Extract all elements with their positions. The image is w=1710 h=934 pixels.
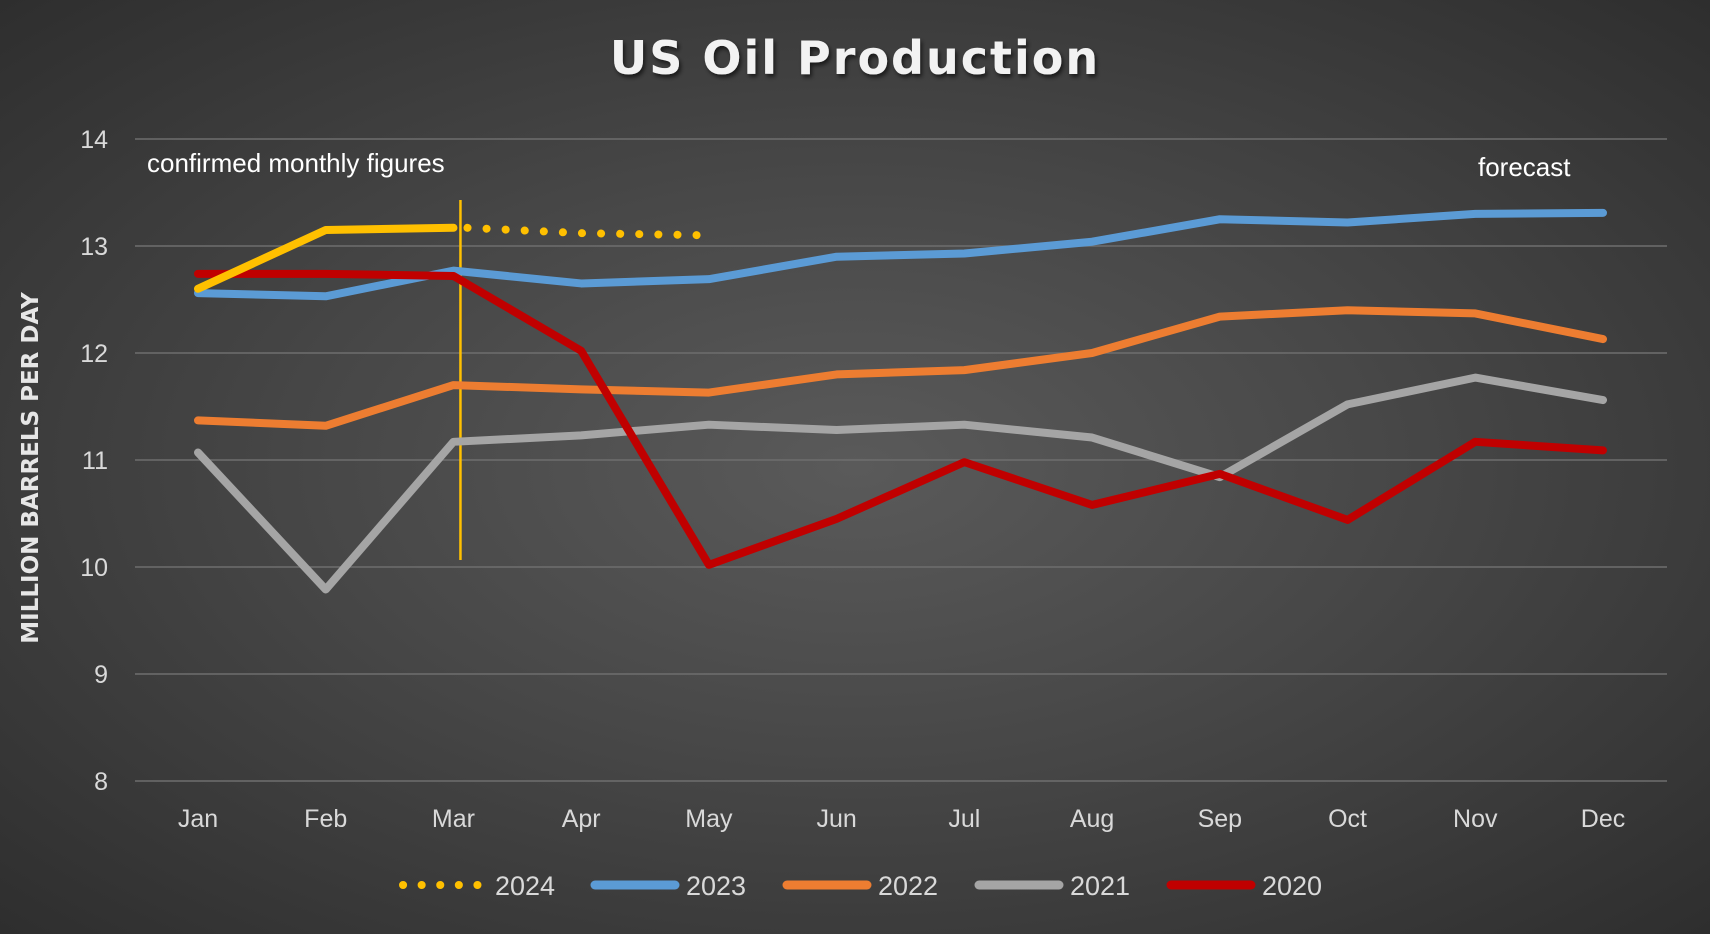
x-tick-label-dec: Dec <box>1581 805 1625 833</box>
series-line-2020 <box>194 269 1607 569</box>
y-tick-label-13: 13 <box>80 233 108 261</box>
y-tick-label-10: 10 <box>80 554 108 582</box>
legend-item-2021: 2021 <box>974 871 1130 901</box>
annotation-forecast: forecast <box>1478 152 1571 182</box>
series-line-2021 <box>194 373 1607 594</box>
legend-label-2021: 2021 <box>1070 871 1130 901</box>
legend-item-2020: 2020 <box>1166 871 1322 901</box>
series-2024 <box>194 223 713 293</box>
x-tick-label-aug: Aug <box>1070 805 1114 833</box>
legend-item-2024: 2024 <box>399 871 555 901</box>
legend-label-2020: 2020 <box>1262 871 1322 901</box>
x-tick-label-may: May <box>685 805 733 833</box>
chart-title: US Oil Production <box>610 31 1100 85</box>
series-2022 <box>194 306 1607 430</box>
y-axis-label: MILLION BARRELS PER DAY <box>18 292 44 644</box>
series-line-2024-forecast <box>463 223 713 240</box>
series-line-2022 <box>194 306 1607 430</box>
y-tick-label-12: 12 <box>80 340 108 368</box>
series-2020 <box>194 269 1607 569</box>
legend-item-2022: 2022 <box>782 871 938 901</box>
x-tick-label-jun: Jun <box>816 805 856 833</box>
x-tick-label-oct: Oct <box>1328 805 1367 833</box>
y-tick-label-9: 9 <box>94 661 108 689</box>
x-tick-label-apr: Apr <box>562 805 601 833</box>
x-tick-label-mar: Mar <box>432 805 475 833</box>
series-line-2024-confirmed <box>194 223 458 293</box>
legend-item-2023: 2023 <box>590 871 746 901</box>
x-tick-label-feb: Feb <box>304 805 347 833</box>
x-tick-label-nov: Nov <box>1453 805 1498 833</box>
y-tick-label-11: 11 <box>82 447 108 475</box>
y-tick-label-14: 14 <box>80 126 108 154</box>
x-tick-label-jan: Jan <box>178 805 218 833</box>
annotation-confirmed: confirmed monthly figures <box>147 148 445 178</box>
x-tick-label-sep: Sep <box>1198 805 1242 833</box>
legend-label-2023: 2023 <box>686 871 746 901</box>
series-2021 <box>194 373 1607 594</box>
x-tick-label-jul: Jul <box>948 805 980 833</box>
y-tick-label-8: 8 <box>94 768 108 796</box>
legend-label-2024: 2024 <box>495 871 555 901</box>
legend-label-2022: 2022 <box>878 871 938 901</box>
